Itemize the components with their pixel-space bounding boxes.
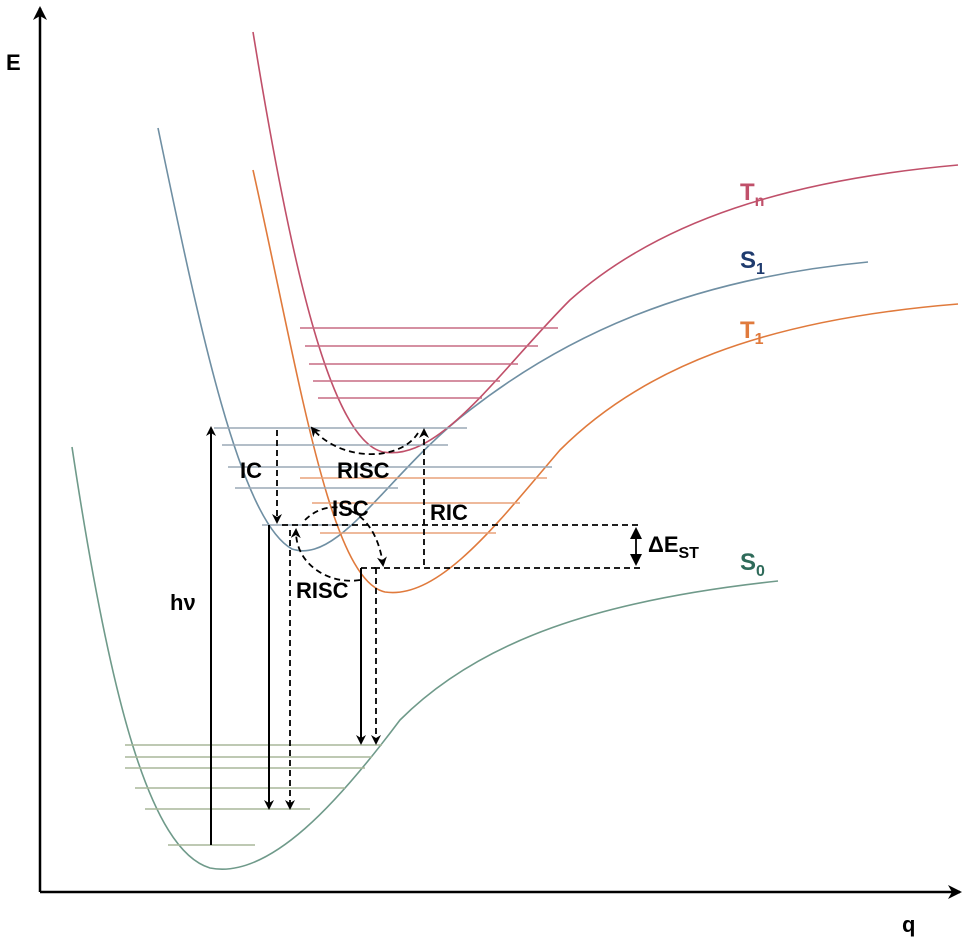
vibrational-levels-tn: [300, 327, 558, 399]
curve-s0: [71, 446, 779, 870]
gap-double-arrow: [630, 527, 642, 566]
vibrational-levels-t1: [300, 477, 547, 534]
risc-bottom-arrow: [290, 528, 361, 582]
curve-s1: [157, 127, 869, 552]
radiative-transitions: [206, 426, 366, 845]
curve-label-tn: Tn: [740, 179, 764, 210]
label-delta-e-st: ΔEST: [648, 532, 699, 562]
curve-tn: [252, 31, 959, 454]
curve-t1: [252, 169, 959, 594]
potential-curves: [71, 31, 959, 870]
vibrational-levels-s1: [214, 427, 552, 526]
label-absorption: hν: [170, 590, 196, 615]
curve-label-t1: T1: [740, 317, 764, 348]
label-risc-top: RISC: [337, 458, 390, 483]
label-ic: IC: [240, 458, 262, 483]
isc-arrow: [304, 506, 387, 567]
curve-label-s0: S0: [740, 549, 765, 580]
vibrational-levels-s0: [125, 744, 382, 846]
label-isc: ISC: [332, 496, 369, 521]
axes: [33, 6, 962, 899]
nonradiative-transitions: [272, 426, 640, 810]
label-ric: RIC: [430, 500, 468, 525]
risc-top-arrow: [310, 426, 419, 456]
curve-label-s1: S1: [740, 247, 765, 278]
y-axis-label: E: [6, 50, 21, 75]
x-axis-label: q: [902, 912, 915, 937]
label-risc-bottom: RISC: [296, 578, 349, 603]
